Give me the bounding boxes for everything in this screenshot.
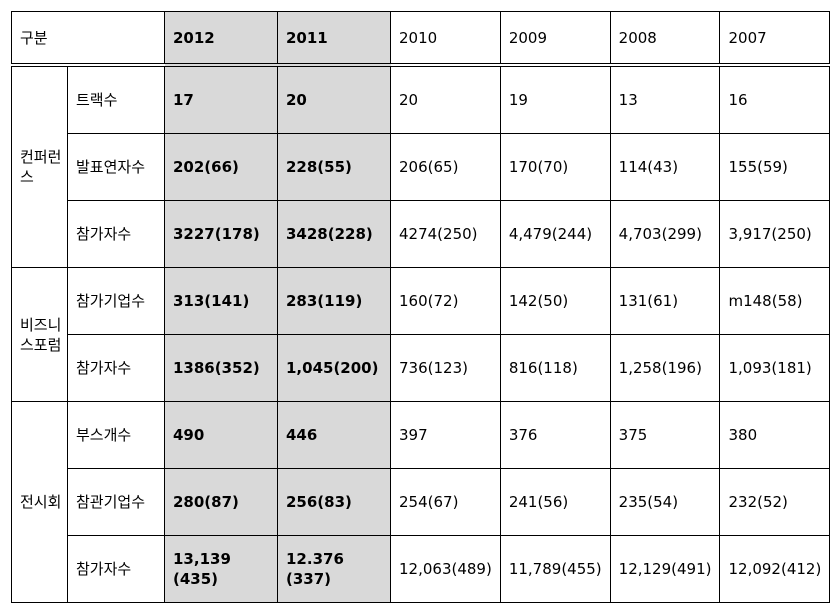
cell-2008: 13 <box>609 66 721 134</box>
row-label: 참가자수 <box>67 334 165 402</box>
cell-2011: 256(83) <box>277 468 391 536</box>
cell-2009: 816(118) <box>499 334 611 402</box>
cell-2008: 131(61) <box>609 267 721 335</box>
cell-2012: 202(66) <box>164 133 278 201</box>
cell-2009: 4,479(244) <box>499 200 611 268</box>
cell-2011: 3428(228) <box>277 200 391 268</box>
table-row: 참가자수 3227(178) 3428(228) 4274(250) 4,479(244… <box>12 200 831 268</box>
cell-2007: 3,917(250) <box>719 200 831 268</box>
year-header-2012: 2012 <box>164 11 278 64</box>
cell-2008: 114(43) <box>609 133 721 201</box>
table-row: 전시회 부스개수 490 446 397 376 375 380 <box>11 401 831 603</box>
group-label-business-forum: 비즈니스포럼 <box>11 267 68 402</box>
cell-2008: 375 <box>609 401 721 469</box>
cell-2012: 3227(178) <box>164 200 278 268</box>
cell-2009: 376 <box>499 401 611 469</box>
cell-2010: 160(72) <box>390 267 501 335</box>
cell-2007: 232(52) <box>719 468 831 536</box>
cell-2009: 19 <box>499 66 611 134</box>
cell-2008: 1,258(196) <box>609 334 721 402</box>
cell-2008: 235(54) <box>609 468 721 536</box>
cell-2009: 170(70) <box>499 133 611 201</box>
year-header-2007: 2007 <box>719 11 831 64</box>
table-row: 참관기업수 280(87) 256(83) 254(67) 241(56) 235(54)… <box>12 468 831 536</box>
corner-header: 구분 <box>11 11 165 64</box>
group-label-conference: 컨퍼런스 <box>11 66 68 268</box>
cell-2012: 313(141) <box>164 267 278 335</box>
year-header-2009: 2009 <box>499 11 611 64</box>
row-label: 참가자수 <box>67 200 165 268</box>
header-row: 구분 2012 2011 2010 2009 2008 2007 <box>11 11 831 64</box>
cell-2010: 736(123) <box>390 334 501 402</box>
cell-2009: 241(56) <box>499 468 611 536</box>
group-label-exhibition: 전시회 <box>11 401 68 603</box>
row-label: 참가자수 <box>67 535 165 603</box>
cell-2007: 380 <box>719 401 831 469</box>
row-label: 부스개수 <box>67 401 165 469</box>
year-header-2008: 2008 <box>609 11 721 64</box>
cell-2008: 12,129(491) <box>609 535 721 603</box>
cell-2010: 397 <box>390 401 501 469</box>
year-header-2011: 2011 <box>277 11 391 64</box>
cell-2010: 4274(250) <box>390 200 501 268</box>
table-row: 비즈니스포럼 참가기업수 313(141) 283(119) 160(72) 142(50… <box>11 267 831 402</box>
table-body: 컨퍼런스 트랙수 17 20 20 19 13 16 발표연자수 202(66) 228(55) 20… <box>11 66 831 603</box>
cell-2012: 490 <box>164 401 278 469</box>
cell-2007: 155(59) <box>719 133 831 201</box>
table-row: 컨퍼런스 트랙수 17 20 20 19 13 16 <box>11 66 831 268</box>
row-label: 참가기업수 <box>67 267 165 335</box>
cell-2011: 12.376 (337) <box>277 535 391 603</box>
table-row: 발표연자수 202(66) 228(55) 206(65) 170(70) 114(43)… <box>12 133 831 201</box>
cell-2010: 254(67) <box>390 468 501 536</box>
cell-2008: 4,703(299) <box>609 200 721 268</box>
cell-2011: 446 <box>277 401 391 469</box>
cell-2009: 11,789(455) <box>499 535 611 603</box>
cell-2007: 12,092(412) <box>719 535 831 603</box>
cell-2007: 1,093(181) <box>719 334 831 402</box>
statistics-table: 구분 2012 2011 2010 2009 2008 2007 컨퍼런스 트랙수… <box>11 11 831 603</box>
cell-2011: 283(119) <box>277 267 391 335</box>
year-header-2010: 2010 <box>390 11 501 64</box>
row-label: 발표연자수 <box>67 133 165 201</box>
cell-2009: 142(50) <box>499 267 611 335</box>
cell-2007: m148(58) <box>719 267 831 335</box>
cell-2011: 20 <box>277 66 391 134</box>
cell-2007: 16 <box>719 66 831 134</box>
table-row: 참가자수 1386(352) 1,045(200) 736(123) 816(118) 1… <box>12 334 831 402</box>
cell-2012: 17 <box>164 66 278 134</box>
cell-2012: 280(87) <box>164 468 278 536</box>
cell-2012: 1386(352) <box>164 334 278 402</box>
row-label: 참관기업수 <box>67 468 165 536</box>
cell-2010: 20 <box>390 66 501 134</box>
row-label: 트랙수 <box>67 66 165 134</box>
cell-2010: 12,063(489) <box>390 535 501 603</box>
cell-2012: 13,139 (435) <box>164 535 278 603</box>
cell-2011: 228(55) <box>277 133 391 201</box>
cell-2010: 206(65) <box>390 133 501 201</box>
cell-2011: 1,045(200) <box>277 334 391 402</box>
table-row: 참가자수 13,139 (435) 12.376 (337) 12,063(489) 1… <box>12 535 831 603</box>
